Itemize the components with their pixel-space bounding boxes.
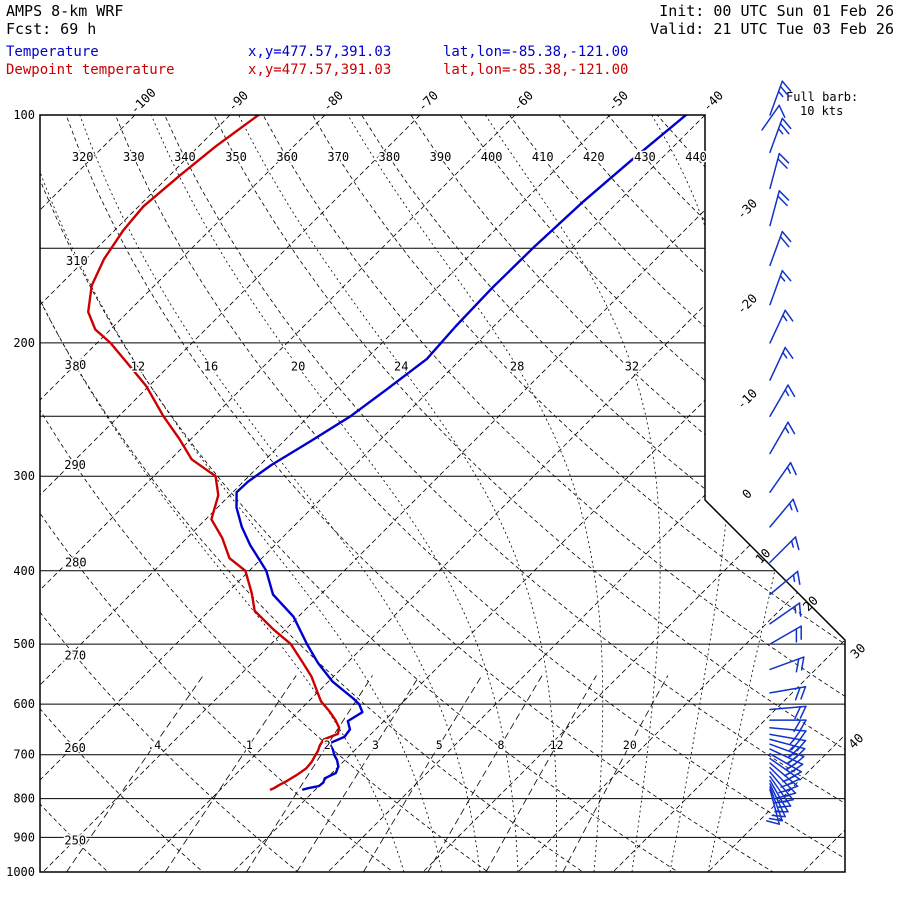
plot-border [39, 114, 846, 873]
mixing-ratio-label: 5 [436, 738, 443, 752]
dry-adiabat-label: 430 [634, 150, 656, 164]
moist-adiabat-label: 12 [131, 360, 145, 374]
dry-adiabat-label: 340 [174, 150, 196, 164]
dry-adiabat-label: 250 [64, 833, 86, 847]
barb-legend-symbol [761, 104, 786, 131]
pressure-label: 600 [13, 697, 35, 711]
dry-adiabat-label: 350 [225, 150, 247, 164]
temperature-trace [235, 115, 688, 791]
dry-adiabat-label: 320 [72, 150, 94, 164]
dry-adiabat-label: 370 [327, 150, 349, 164]
dry-adiabat-label: 420 [583, 150, 605, 164]
pressure-label: 100 [13, 108, 35, 122]
mixing-ratio-label: 12 [550, 738, 564, 752]
dry-adiabat-label: 410 [532, 150, 554, 164]
dewpoint-trace [87, 115, 341, 791]
dry-adiabat-label: 290 [64, 458, 86, 472]
temperature-legend-label: Temperature [6, 44, 99, 60]
dry-adiabat-label: 400 [481, 150, 503, 164]
mixing-ratio-label: 1 [246, 738, 253, 752]
mixing-ratio-label: 20 [623, 738, 637, 752]
moist-adiabat-label: 24 [394, 360, 408, 374]
dewpoint-xy: x,y=477.57,391.03 [248, 62, 391, 78]
dry-adiabat-label: 380 [379, 150, 401, 164]
init-time: Init: 00 UTC Sun 01 Feb 26 [659, 2, 894, 20]
pressure-label: 700 [13, 748, 35, 762]
wind-barb [761, 104, 780, 131]
barb-legend-value: 10 kts [800, 104, 843, 118]
mixing-ratio-label: 8 [497, 738, 504, 752]
moist-adiabat-label: 28 [510, 360, 524, 374]
valid-time: Valid: 21 UTC Tue 03 Feb 26 [650, 20, 894, 38]
mixing-ratio-label: 2 [324, 738, 331, 752]
pressure-label: 800 [13, 792, 35, 806]
dry-adiabat-label: 390 [430, 150, 452, 164]
moist-adiabat-label: 8 [72, 360, 79, 374]
wind-barb-column [766, 80, 807, 825]
dry-adiabat-label: 260 [64, 741, 86, 755]
temperature-latlon: lat,lon=-85.38,-121.00 [443, 44, 628, 60]
mixing-ratio-label: 3 [372, 738, 379, 752]
moist-adiabat-label: 16 [204, 360, 218, 374]
model-title: AMPS 8-km WRF [6, 2, 123, 20]
barb-legend-title: Full barb: [786, 90, 858, 104]
dry-adiabat-label: 270 [64, 649, 86, 663]
dry-adiabat-label: 330 [123, 150, 145, 164]
pressure-label: 400 [13, 564, 35, 578]
forecast-hour: Fcst: 69 h [6, 20, 96, 38]
wind-barb [769, 786, 784, 822]
pressure-label: 900 [13, 830, 35, 844]
dry-adiabat-label: 280 [65, 555, 87, 569]
wind-barb [769, 788, 781, 825]
pressure-gridlines [40, 115, 845, 872]
pressure-label: 1000 [6, 865, 35, 879]
mixing-ratio-lines [66, 675, 669, 872]
dry-adiabat-label: 310 [66, 254, 88, 268]
pressure-label: 300 [13, 469, 35, 483]
moist-adiabat-label: 32 [625, 360, 639, 374]
pressure-label: 200 [13, 336, 35, 350]
pressure-label: 500 [13, 637, 35, 651]
dry-adiabat-label: 440 [685, 150, 707, 164]
dry-adiabat-label: 300 [65, 358, 87, 372]
mixing-ratio-label: .4 [147, 738, 161, 752]
dry-adiabat-label: 360 [276, 150, 298, 164]
temperature-xy: x,y=477.57,391.03 [248, 44, 391, 60]
dewpoint-legend-label: Dewpoint temperature [6, 62, 175, 78]
dewpoint-latlon: lat,lon=-85.38,-121.00 [443, 62, 628, 78]
moist-adiabat-label: 20 [291, 360, 305, 374]
